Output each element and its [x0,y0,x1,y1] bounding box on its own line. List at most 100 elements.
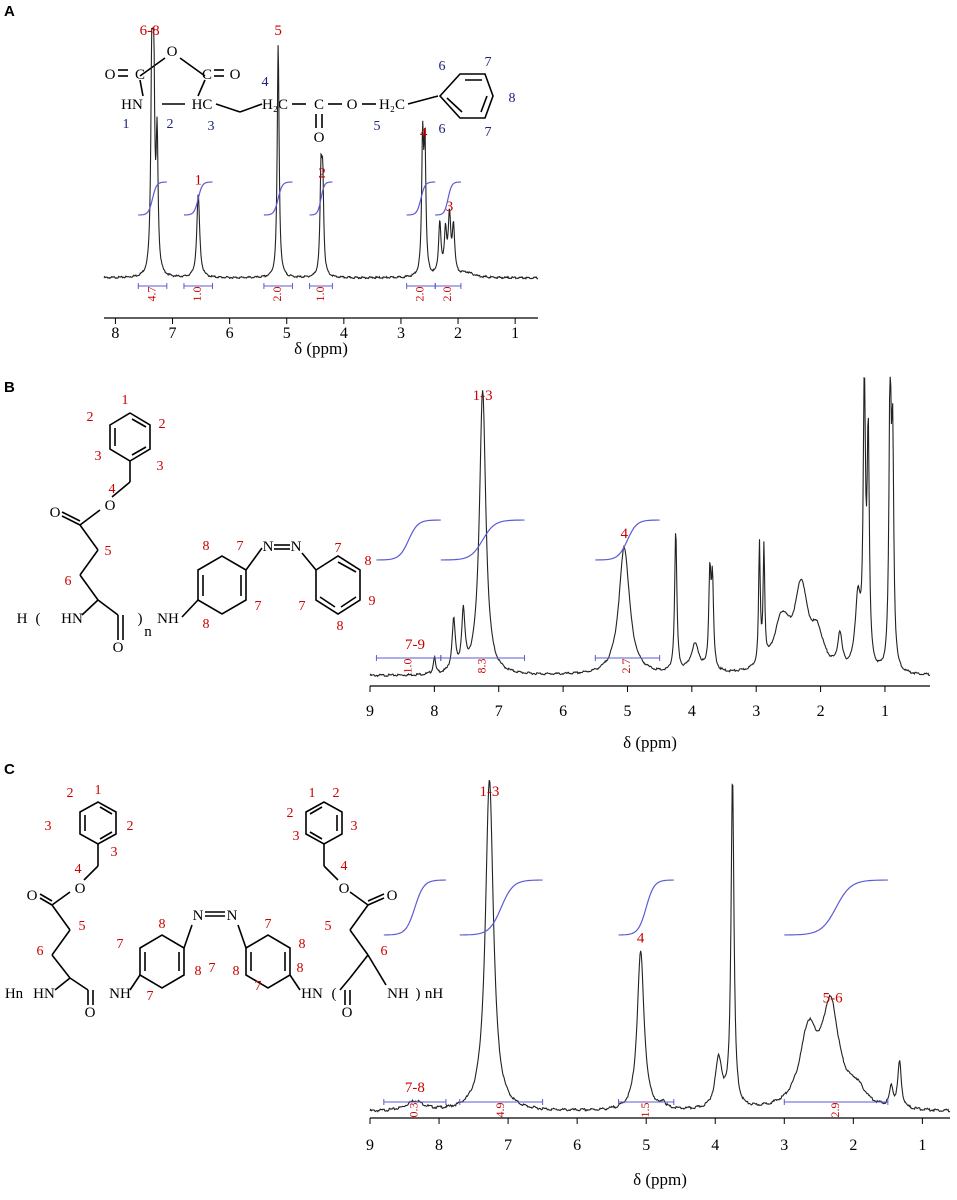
structure-number: 8 [297,961,304,976]
structure-number: 6 [381,944,388,959]
integral-value: 4.7 [144,287,158,302]
atom-h2c: H₂C [379,97,405,113]
structure-number: 8 [509,91,516,106]
panel-b: B O O HN H ( O ) n NH [4,376,931,752]
atom-h2c: H₂C [262,97,288,113]
x-tick-label: 8 [430,703,438,720]
atom-hn-left: Hn [5,986,24,1002]
atom-hn: HN [301,986,323,1002]
structure-number: 6 [65,574,72,589]
atom-o: O [167,44,178,60]
structure-number: 7 [335,541,342,556]
integral-curve [618,879,674,936]
structure-number: 7 [299,599,306,614]
integral-value: 2.7 [619,659,633,674]
x-tick-label: 8 [111,325,119,342]
x-tick-label: 6 [226,325,234,342]
structure-number: 4 [75,862,82,877]
structure-number: 9 [369,594,376,609]
integral-value: 2.0 [440,287,454,302]
structure-number: 3 [157,459,164,474]
integral-value: 1.0 [190,287,204,302]
x-tick-label: 3 [752,703,760,720]
atom-paren: ) [416,986,421,1002]
structure-number: 6 [439,59,446,74]
x-tick-label: 1 [511,325,519,342]
structure-number: 4 [109,482,116,497]
atom-o: O [314,130,325,146]
atom-o: O [75,881,86,897]
integral-value: 1.0 [400,659,414,674]
structure-number: 7 [147,989,154,1004]
x-tick-label: 9 [366,703,374,720]
integral-curve [309,181,333,216]
atom-paren: ( [332,986,337,1002]
panel-letter-c: C [4,761,15,778]
peak-label: 4 [637,931,645,947]
integral-curve [459,879,543,936]
atom-n: N [291,539,302,555]
x-tick-label: 2 [817,703,825,720]
spectrum-trace [103,27,539,280]
structure-number: 7 [485,55,492,70]
structure-number: 4 [262,75,269,90]
structure-number: 7 [255,979,262,994]
atom-o: O [85,1005,96,1021]
atom-n: N [193,908,204,924]
peak-label: 7-9 [405,637,425,653]
x-tick-label: 4 [711,1137,719,1154]
panel-letter-a: A [4,3,15,20]
integral-curve [383,879,446,936]
atom-o: O [347,97,358,113]
spectrum-plot-c: 9 8 7 6 5 4 3 2 1 δ (ppm) 1-3 7-8 4 5-6 0.3 4.9 1.5 2.9 [366,779,951,1189]
atom-n: N [263,539,274,555]
structure-a: O C O C O HN HC H₂C C O O H₂C [105,44,516,146]
atom-o: O [342,1005,353,1021]
peak-label: 4 [621,526,629,542]
integral-curve [376,519,441,561]
x-tick-label: 6 [573,1137,581,1154]
structure-number: 2 [127,819,134,834]
atom-o: O [105,498,116,514]
spectrum-plot-b: 9 8 7 6 5 4 3 2 1 δ (ppm) 1-3 7-9 4 1.0 8.3 2.7 [366,376,931,752]
x-tick-label: 3 [397,325,405,342]
structure-b: O O HN H ( O ) n NH N [17,393,376,656]
integral-value: 2.0 [270,287,284,302]
structure-number: 5 [325,919,332,934]
structure-number: 5 [105,544,112,559]
peak-label: 1-3 [479,784,499,800]
peak-label: 5 [274,23,282,39]
structure-number: 8 [233,964,240,979]
structure-number: 1 [123,117,130,132]
integral-value: 8.3 [474,659,488,674]
structure-number: 1 [95,783,102,798]
x-tick-label: 4 [340,325,348,342]
atom-n: n [144,624,152,640]
x-tick-label: 2 [454,325,462,342]
atom-hn: HN [61,611,83,627]
structure-number: 7 [265,917,272,932]
x-tick-label: 5 [283,325,291,342]
atom-c: C [314,97,324,113]
structure-number: 8 [203,539,210,554]
peak-label: 3 [446,199,454,215]
structure-number: 7 [237,539,244,554]
structure-number: 7 [209,961,216,976]
structure-c: O O HN Hn O NH N N [5,783,444,1021]
x-tick-label: 1 [881,703,889,720]
integral-curve [784,879,888,936]
peak-label: 6-8 [140,23,160,39]
integral-curve [440,519,525,561]
x-axis-title: δ (ppm) [294,339,348,358]
x-tick-label: 1 [918,1137,926,1154]
atom-nh: NH [109,986,131,1002]
structure-number: 3 [351,819,358,834]
structure-number: 7 [117,937,124,952]
structure-number: 4 [341,859,348,874]
atom-o: O [387,888,398,904]
x-tick-label: 3 [780,1137,788,1154]
integral-value: 2.9 [828,1103,842,1118]
integral-curve [406,181,436,216]
spectrum-trace [369,779,951,1113]
